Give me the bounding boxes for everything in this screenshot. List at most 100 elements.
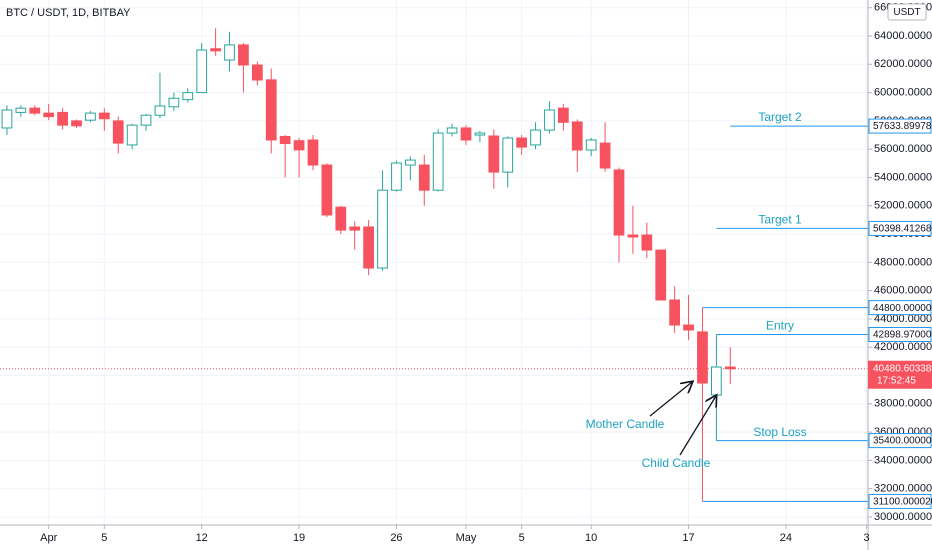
- x-tick-label: 12: [196, 532, 208, 544]
- candle-body: [168, 97, 180, 108]
- candle-body: [585, 139, 597, 151]
- candle-body: [530, 129, 541, 146]
- x-tick-label: Apr: [40, 532, 57, 544]
- candle-body: [404, 159, 416, 166]
- level-price-label: 57633.899787: [873, 121, 932, 132]
- last-price-box: [868, 360, 932, 389]
- candle-body: [182, 92, 194, 101]
- y-tick-label: 60000.000000: [874, 86, 932, 98]
- candle-body: [432, 132, 444, 191]
- x-tick-label: 19: [293, 532, 305, 544]
- candle-body: [85, 112, 96, 121]
- candle-body: [544, 109, 555, 131]
- y-tick-label: 46000.000000: [874, 285, 932, 297]
- candle-body: [418, 164, 430, 191]
- candle-body: [321, 164, 333, 216]
- level-price-label: 42898.970000: [873, 330, 932, 341]
- y-tick-label: 56000.000000: [874, 143, 932, 155]
- currency-badge[interactable]: [887, 3, 927, 21]
- candle-body: [641, 234, 653, 251]
- candle-body: [474, 132, 486, 136]
- candle-body: [377, 189, 388, 269]
- candle-body: [196, 49, 208, 94]
- y-tick-label: 42000.000000: [874, 341, 932, 353]
- x-tick-label: 24: [780, 532, 792, 544]
- candle-body: [697, 331, 708, 384]
- candle-body: [57, 111, 68, 126]
- x-tick-label: 3: [864, 532, 870, 544]
- candle-body: [293, 140, 305, 151]
- candle-body: [571, 121, 583, 151]
- candle-body: [43, 112, 55, 118]
- level-name: Target 2: [758, 110, 802, 124]
- candle-body: [655, 249, 667, 301]
- candle-body: [446, 127, 458, 134]
- candle-body: [335, 206, 347, 231]
- y-tick-label: 38000.000000: [874, 398, 932, 410]
- candle-body: [265, 79, 277, 141]
- level-name: Entry: [766, 319, 794, 333]
- x-tick-label: 26: [390, 532, 402, 544]
- level-price-box: [868, 493, 932, 509]
- annotation: Child Candle: [642, 456, 711, 470]
- level-price-box: [868, 327, 932, 343]
- candle-body: [29, 107, 41, 114]
- currency-label[interactable]: USDT: [893, 7, 920, 18]
- y-tick-label: 54000.000000: [874, 171, 932, 183]
- y-tick-label: 34000.000000: [874, 454, 932, 466]
- candle-body: [599, 142, 611, 169]
- y-tick-label: 64000.000000: [874, 30, 932, 42]
- candle-body: [307, 139, 319, 166]
- candle-body: [98, 112, 110, 120]
- candle-body: [126, 124, 138, 146]
- level-price-label: 50398.412680: [873, 224, 932, 235]
- chart-title: BTC / USDT, 1D, BITBAY: [6, 7, 131, 19]
- candle-body: [238, 44, 249, 66]
- y-tick-label: 48000.000000: [874, 256, 932, 268]
- candle-body: [683, 324, 694, 331]
- y-tick-label: 30000.000000: [874, 511, 932, 523]
- level-price-box: [868, 300, 932, 316]
- candle-body: [251, 64, 263, 81]
- x-tick-label: 5: [519, 532, 525, 544]
- candle-body: [210, 48, 221, 52]
- y-tick-label: 32000.000000: [874, 483, 932, 495]
- candle-body: [711, 366, 722, 396]
- level-price-label: 31100.000020: [873, 497, 932, 508]
- candle-body: [112, 120, 124, 144]
- level-price-label: 35400.000000: [873, 436, 932, 447]
- candle-body: [140, 114, 152, 126]
- candle-body: [154, 105, 166, 116]
- candle-body: [71, 120, 82, 127]
- candle-body: [15, 107, 27, 113]
- child-arrow: [679, 396, 716, 456]
- candle-body: [488, 135, 500, 173]
- x-tick-label: 10: [585, 532, 597, 544]
- candle-body: [669, 299, 681, 326]
- x-tick-label: 17: [682, 532, 694, 544]
- candle-body: [724, 366, 736, 370]
- y-tick-label: 62000.000000: [874, 58, 932, 70]
- candle-body: [349, 226, 361, 231]
- level-price-box: [868, 220, 932, 236]
- level-name: Target 1: [758, 213, 802, 227]
- candle-body: [516, 137, 528, 148]
- last-price-label: 40480.603388: [873, 363, 932, 374]
- candle-body: [363, 226, 374, 269]
- candle-body: [502, 137, 514, 173]
- level-price-box: [868, 433, 932, 449]
- x-tick-label: May: [456, 532, 477, 544]
- candle-body: [613, 169, 625, 236]
- y-tick-label: 52000.000000: [874, 200, 932, 212]
- level-price-label: 44800.000000: [873, 303, 932, 314]
- candle-body: [460, 127, 472, 141]
- mother-arrow: [649, 382, 692, 417]
- level-name: Stop Loss: [753, 425, 806, 439]
- annotation: Mother Candle: [586, 417, 665, 431]
- candle-body: [1, 109, 13, 129]
- candle-body: [627, 234, 639, 238]
- candle-body: [279, 135, 291, 145]
- x-tick-label: 5: [101, 532, 107, 544]
- level-price-box: [868, 118, 932, 134]
